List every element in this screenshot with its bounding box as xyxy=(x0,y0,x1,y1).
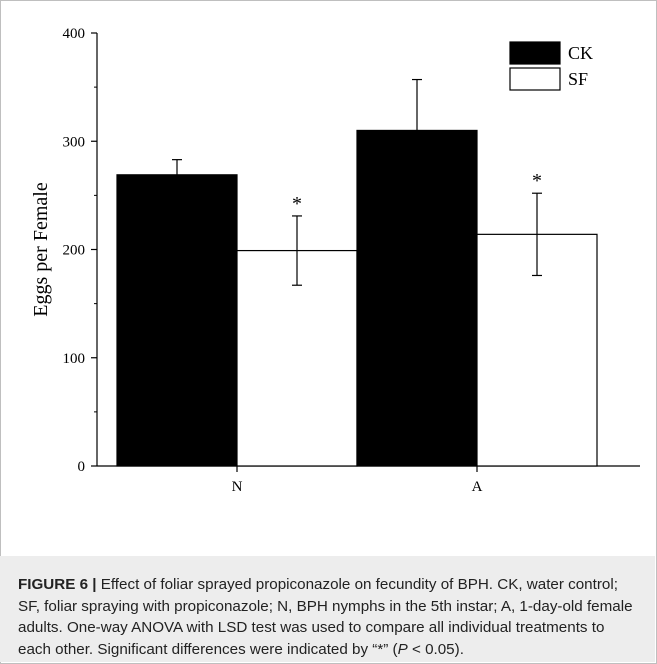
bar-chart: 0 100 200 300 400 Eggs per Female N * A * CK SF xyxy=(30,26,640,495)
legend-swatch-ck xyxy=(509,41,561,65)
y-axis-label: Eggs per Female xyxy=(30,182,52,317)
bar-ck-n xyxy=(116,174,238,467)
caption-text: Effect of foliar sprayed propiconazole o… xyxy=(18,576,633,658)
caption-p-tail: < 0.05). xyxy=(407,640,464,658)
legend-label-ck: CK xyxy=(568,43,593,63)
significance-marker: * xyxy=(532,170,542,192)
x-tick-label: A xyxy=(472,479,483,495)
bar-ck-a xyxy=(356,129,478,467)
significance-marker: * xyxy=(292,193,302,215)
y-tick-label: 300 xyxy=(63,134,86,150)
legend-swatch-sf xyxy=(509,67,561,91)
y-tick-label: 100 xyxy=(63,351,86,367)
y-tick-label: 0 xyxy=(78,459,86,475)
y-tick-label: 200 xyxy=(63,243,86,259)
caption-p-symbol: P xyxy=(397,640,408,658)
legend-label-sf: SF xyxy=(568,69,588,89)
figure-caption: FIGURE 6 | Effect of foliar sprayed prop… xyxy=(18,568,640,660)
caption-label: FIGURE 6 | xyxy=(18,576,97,593)
x-tick-label: N xyxy=(232,479,243,495)
y-tick-label: 400 xyxy=(63,26,86,42)
